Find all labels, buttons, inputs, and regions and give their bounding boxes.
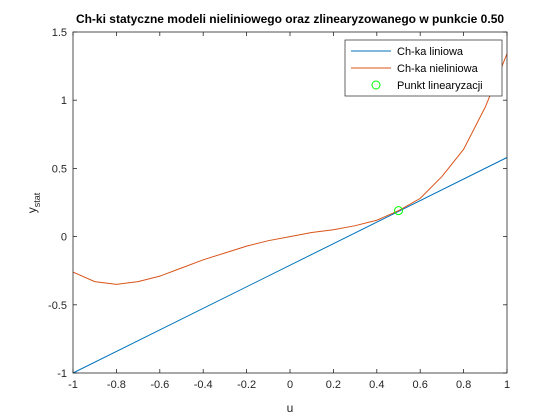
- series-layer: [72, 53, 508, 374]
- linearization-point-marker: [394, 206, 403, 216]
- series-line-nonlinear: [72, 53, 508, 285]
- y-tick-label: 0.5: [52, 163, 67, 175]
- y-axis: -1 -0.5 0 0.5 1 1.5: [48, 27, 507, 380]
- y-axis-label: ystat: [25, 192, 42, 213]
- y-tick-label: 0: [61, 232, 67, 244]
- x-tick-label: 0.6: [413, 379, 428, 391]
- x-tick-label: -0.8: [107, 379, 126, 391]
- y-axis-label-main: y: [25, 207, 39, 213]
- legend-marker-point: [371, 80, 381, 90]
- x-tick-label: 1: [504, 379, 510, 391]
- y-tick-label: -0.5: [48, 300, 67, 312]
- legend-entry-label: Punkt linearyzacji: [397, 80, 483, 92]
- x-tick-label: 0.2: [326, 379, 341, 391]
- legend-entry-label: Ch-ka nieliniowa: [397, 63, 479, 75]
- legend: Ch-ka liniowa Ch-ka nieliniowa Punkt linea…: [344, 39, 503, 97]
- series-line-linear: [72, 157, 508, 374]
- x-tick-label: -0.4: [194, 379, 213, 391]
- x-axis: -1 -0.8 -0.6 -0.4 -0.2 0 0.2 0.4 0.6 0.8 1: [68, 32, 510, 391]
- legend-entry-label: Ch-ka liniowa: [397, 46, 464, 58]
- x-tick-label: 0.4: [369, 379, 384, 391]
- x-tick-label: 0.8: [456, 379, 471, 391]
- x-tick-label: -1: [68, 379, 78, 391]
- y-tick-label: -1: [57, 368, 67, 380]
- y-axis-label-sub: stat: [32, 192, 42, 207]
- x-tick-label: 0: [287, 379, 293, 391]
- y-tick-label: 1.5: [52, 27, 67, 39]
- chart-title: Ch-ki statyczne modeli nieliniowego oraz…: [76, 12, 504, 26]
- x-tick-label: -0.2: [237, 379, 256, 391]
- y-tick-label: 1: [61, 95, 67, 107]
- x-tick-label: -0.6: [150, 379, 169, 391]
- x-axis-label: u: [287, 401, 294, 415]
